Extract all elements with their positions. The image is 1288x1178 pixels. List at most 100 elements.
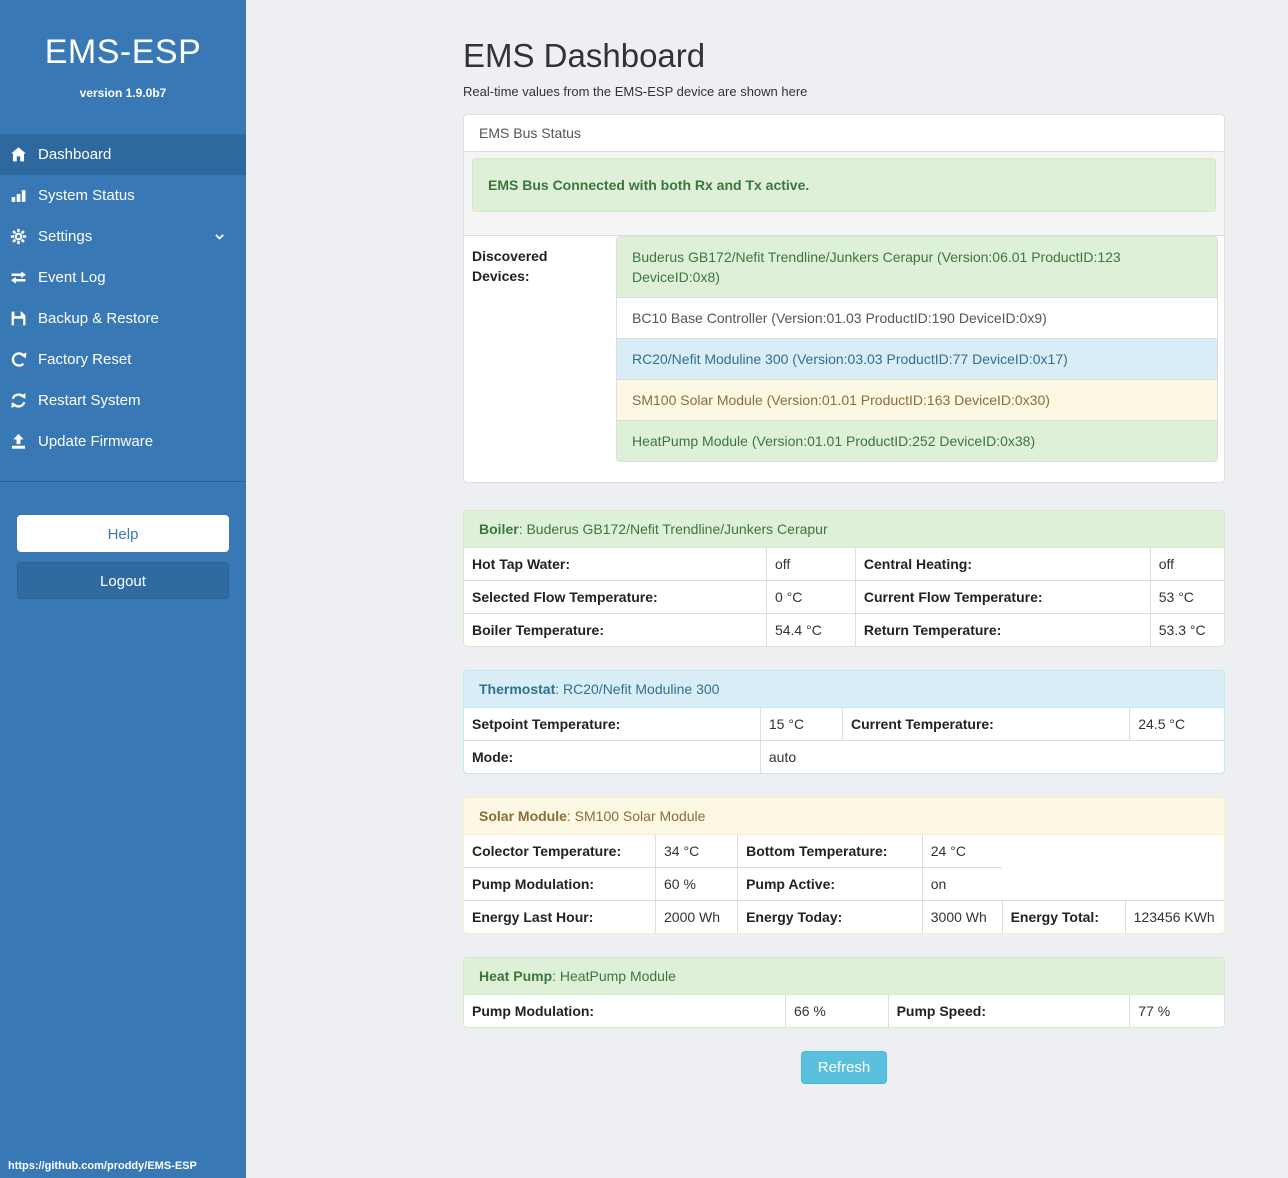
bus-connected-alert: EMS Bus Connected with both Rx and Tx ac… <box>472 158 1216 212</box>
heat-pump-panel-title: Heat Pump: HeatPump Module <box>464 958 1224 995</box>
table-row: Pump Modulation: 66 % Pump Speed: 77 % <box>464 995 1224 1027</box>
field-label: Pump Speed: <box>887 995 1130 1027</box>
home-icon <box>10 146 27 163</box>
device-item: SM100 Solar Module (Version:01.01 Produc… <box>617 379 1217 420</box>
field-label: Mode: <box>464 740 761 773</box>
heat-pump-values-table: Pump Modulation: 66 % Pump Speed: 77 % <box>464 995 1224 1027</box>
discovered-devices-label: Discovered Devices: <box>472 248 548 284</box>
field-value: 66 % <box>784 995 889 1027</box>
field-label: Setpoint Temperature: <box>472 716 621 732</box>
device-value-panels: Boiler: Buderus GB172/Nefit Trendline/Ju… <box>463 510 1225 1028</box>
chart-icon <box>10 187 27 204</box>
bus-status-panel: EMS Bus Status EMS Bus Connected with bo… <box>463 114 1225 483</box>
footer-link[interactable]: https://github.com/proddy/EMS-ESP <box>8 1160 197 1172</box>
field-value: auto <box>759 740 1224 773</box>
sidebar-nav: Dashboard System Status Settings Event Log B… <box>0 134 246 462</box>
field-label: Current Temperature: <box>841 708 1130 741</box>
sidebar-item-settings[interactable]: Settings <box>0 216 246 257</box>
field-label: Current Flow Temperature: <box>854 580 1151 614</box>
field-label: Return Temperature: <box>854 613 1151 646</box>
sidebar-item-event-log[interactable]: Event Log <box>0 257 246 298</box>
refresh-button[interactable]: Refresh <box>800 1051 888 1084</box>
field-label: Hot Tap Water: <box>472 556 570 572</box>
field-value: 15 °C <box>759 708 843 741</box>
field-label: Central Heating: <box>854 548 1151 581</box>
sidebar-item-system-status[interactable]: System Status <box>0 175 246 216</box>
sidebar-item-update-firmware[interactable]: Update Firmware <box>0 421 246 462</box>
sidebar-item-dashboard[interactable]: Dashboard <box>0 134 246 175</box>
field-label: Boiler Temperature: <box>464 613 767 646</box>
panel-title-name: Thermostat <box>479 681 556 697</box>
sidebar-item-label: Restart System <box>38 392 141 409</box>
panel-title-device: : HeatPump Module <box>552 968 676 984</box>
field-value: off <box>1149 548 1224 581</box>
sidebar-item-label: Factory Reset <box>38 351 132 368</box>
field-value: 60 % <box>655 867 738 901</box>
brand: EMS-ESP version 1.9.0b7 <box>0 0 246 100</box>
panel-title-name: Solar Module <box>479 808 567 824</box>
page-title: EMS Dashboard <box>463 37 706 74</box>
bus-status-panel-title: EMS Bus Status <box>464 115 1224 152</box>
field-value: 2000 Wh <box>655 900 738 933</box>
sidebar-item-label: Backup & Restore <box>38 310 159 327</box>
table-row: Energy Last Hour: 2000 Wh Energy Today: 300… <box>464 900 1224 933</box>
table-row: Boiler Temperature: 54.4 °C Return Tempera… <box>464 613 1224 646</box>
bus-status-body: EMS Bus Connected with both Rx and Tx ac… <box>464 152 1224 235</box>
field-value: 53.3 °C <box>1149 613 1224 646</box>
help-button[interactable]: Help <box>17 515 229 552</box>
panel-title-device: : RC20/Nefit Moduline 300 <box>555 681 720 697</box>
table-row: Mode: auto <box>464 740 1224 773</box>
sidebar-item-label: Event Log <box>38 269 106 286</box>
device-list: Buderus GB172/Nefit Trendline/Junkers Ce… <box>616 236 1218 462</box>
table-row: Selected Flow Temperature: 0 °C Current Fl… <box>464 580 1224 614</box>
field-label: Energy Today: <box>737 900 923 933</box>
field-label: Energy Last Hour: <box>464 900 656 933</box>
thermostat-panel: Thermostat: RC20/Nefit Moduline 300 Setpo… <box>463 670 1225 774</box>
thermostat-values-table: Setpoint Temperature: 15 °C Current Temper… <box>464 708 1224 773</box>
device-item: RC20/Nefit Moduline 300 (Version:03.03 P… <box>617 338 1217 379</box>
logout-button[interactable]: Logout <box>17 562 229 599</box>
main-content: EMS Dashboard Real-time values from the … <box>246 0 1288 1178</box>
solar-module-panel: Solar Module: SM100 Solar Module Colector… <box>463 797 1225 934</box>
field-value: 34 °C <box>655 835 738 868</box>
field-label: Selected Flow Temperature: <box>464 580 767 614</box>
sidebar: EMS-ESP version 1.9.0b7 Dashboard System … <box>0 0 246 1178</box>
sidebar-item-factory-reset[interactable]: Factory Reset <box>0 339 246 380</box>
sidebar-item-label: System Status <box>38 187 135 204</box>
exchange-icon <box>10 269 27 286</box>
solar-module-values-table: Colector Temperature: 34 °C Bottom Tempera… <box>464 835 1224 933</box>
sidebar-item-label: Dashboard <box>38 146 112 163</box>
field-label: Bottom Temperature: <box>737 835 923 868</box>
field-value: 123456 KWh <box>1124 900 1224 933</box>
boiler-values-table: Hot Tap Water: off Central Heating: off Sele… <box>464 548 1224 646</box>
sidebar-item-restart-system[interactable]: Restart System <box>0 380 246 421</box>
field-value: 53 °C <box>1149 580 1224 614</box>
field-label: Pump Modulation: <box>472 1003 595 1019</box>
device-item: BC10 Base Controller (Version:01.03 Prod… <box>617 297 1217 338</box>
solar-module-panel-title: Solar Module: SM100 Solar Module <box>464 798 1224 835</box>
field-label: Pump Active: <box>737 867 923 901</box>
field-value: 3000 Wh <box>921 900 1003 933</box>
sidebar-item-label: Update Firmware <box>38 433 154 450</box>
boiler-panel: Boiler: Buderus GB172/Nefit Trendline/Ju… <box>463 510 1225 647</box>
panel-title-device: : SM100 Solar Module <box>566 808 706 824</box>
chevron-down-icon <box>213 230 226 243</box>
field-value: 24 °C <box>921 835 1003 868</box>
sidebar-item-backup-restore[interactable]: Backup & Restore <box>0 298 246 339</box>
field-value: on <box>921 867 1003 901</box>
field-value: 54.4 °C <box>765 613 856 646</box>
boiler-panel-title: Boiler: Buderus GB172/Nefit Trendline/Ju… <box>464 511 1224 548</box>
heat-pump-panel: Heat Pump: HeatPump Module Pump Modulatio… <box>463 957 1225 1028</box>
table-row: Pump Modulation: 60 % Pump Active: on <box>464 867 1224 901</box>
field-value: 0 °C <box>765 580 856 614</box>
panel-title-device: : Buderus GB172/Nefit Trendline/Junkers … <box>518 521 828 537</box>
table-row: Hot Tap Water: off Central Heating: off <box>464 548 1224 581</box>
brand-title: EMS-ESP <box>44 33 202 71</box>
field-label: Pump Modulation: <box>464 867 656 901</box>
save-icon <box>10 310 27 327</box>
refresh-row: Refresh <box>463 1051 1225 1124</box>
panel-title-name: Boiler <box>479 521 519 537</box>
device-item: Buderus GB172/Nefit Trendline/Junkers Ce… <box>617 237 1217 297</box>
table-row: Setpoint Temperature: 15 °C Current Temper… <box>464 708 1224 741</box>
device-item: HeatPump Module (Version:01.01 ProductID… <box>617 420 1217 461</box>
